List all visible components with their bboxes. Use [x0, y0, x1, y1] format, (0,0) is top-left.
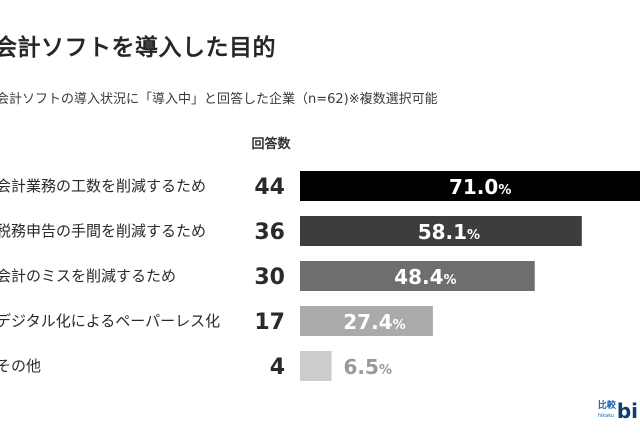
logo-small-text: 比較 hikaku — [597, 401, 616, 419]
count-column-header: 回答数 — [251, 136, 291, 152]
value-label: 6.5% — [344, 355, 392, 379]
category-label: 会計業務の工数を削減するため — [0, 177, 206, 195]
category-label: その他 — [0, 357, 41, 375]
unit-label: % — [444, 273, 457, 288]
chart-title: 会計ソフトを導入した目的 — [0, 35, 276, 61]
category-label: 会計のミスを削減するため — [0, 267, 176, 285]
bar — [300, 216, 582, 246]
brand-logo: 比較 hikaku bi — [598, 401, 638, 421]
logo-main-text: bi — [616, 399, 638, 423]
bar — [300, 351, 332, 381]
unit-label: % — [467, 228, 480, 243]
count-label: 30 — [254, 265, 285, 290]
unit-label: % — [379, 363, 392, 378]
bar — [300, 171, 640, 201]
count-label: 44 — [254, 175, 285, 200]
count-label: 4 — [270, 355, 285, 380]
category-label: 税務申告の手間を削減するため — [0, 222, 206, 240]
chart-subtitle: 会計ソフトの導入状況に「導入中」と回答した企業（n=62)※複数選択可能 — [0, 92, 438, 107]
category-label: デジタル化によるペーパーレス化 — [0, 312, 220, 330]
bar — [300, 306, 433, 336]
count-label: 36 — [254, 220, 285, 245]
unit-label: % — [498, 183, 511, 198]
unit-label: % — [393, 318, 406, 333]
bar — [300, 261, 535, 291]
count-label: 17 — [254, 310, 285, 335]
